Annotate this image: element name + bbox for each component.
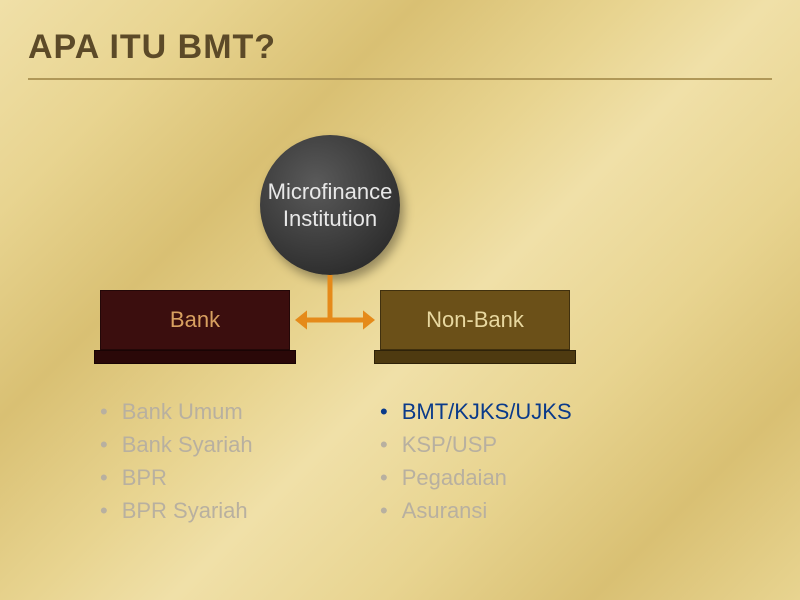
list-item: BPR Syariah xyxy=(100,494,253,527)
node-root-label-line2: Institution xyxy=(268,205,393,233)
node-bank: Bank xyxy=(100,290,290,350)
slide: APA ITU BMT? Microfinance Institution Ba… xyxy=(0,0,800,600)
list-item: Bank Syariah xyxy=(100,428,253,461)
node-root-label-line1: Microfinance xyxy=(268,178,393,206)
page-title: APA ITU BMT? xyxy=(28,28,276,67)
list-item: Bank Umum xyxy=(100,395,253,428)
node-bank-label: Bank xyxy=(170,307,220,333)
list-item: BPR xyxy=(100,461,253,494)
list-item: BMT/KJKS/UJKS xyxy=(380,395,572,428)
list-bank: Bank UmumBank SyariahBPRBPR Syariah xyxy=(100,395,253,527)
node-nonbank: Non-Bank xyxy=(380,290,570,350)
list-item: Asuransi xyxy=(380,494,572,527)
node-root-microfinance: Microfinance Institution xyxy=(260,135,400,275)
title-underline xyxy=(28,78,772,80)
list-item: Pegadaian xyxy=(380,461,572,494)
node-nonbank-label: Non-Bank xyxy=(426,307,524,333)
list-item: KSP/USP xyxy=(380,428,572,461)
list-nonbank: BMT/KJKS/UJKSKSP/USPPegadaianAsuransi xyxy=(380,395,572,527)
